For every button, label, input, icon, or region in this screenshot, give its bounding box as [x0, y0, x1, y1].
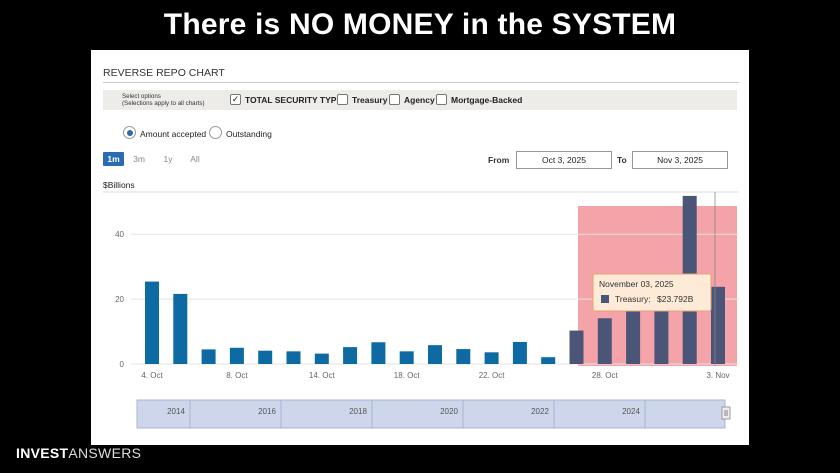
checkbox-mortgage-backed[interactable]: [436, 94, 447, 105]
bar[interactable]: [711, 286, 725, 364]
bar[interactable]: [173, 293, 188, 364]
from-label: From: [488, 155, 510, 165]
brand-bold: INVEST: [16, 445, 69, 461]
bar[interactable]: [343, 347, 358, 364]
checkbox-label-total: TOTAL SECURITY TYPES: [245, 95, 348, 105]
bar[interactable]: [371, 342, 386, 364]
chart-panel: REVERSE REPO CHART Select options (Selec…: [91, 50, 749, 445]
y-tick-label: 40: [115, 230, 124, 239]
radio-label-amount-accepted: Amount accepted: [140, 129, 207, 139]
bar[interactable]: [314, 353, 329, 364]
bar[interactable]: [428, 345, 442, 364]
checkbox-agency[interactable]: [389, 94, 400, 105]
navigator-year-label: 2024: [622, 407, 640, 416]
bar[interactable]: [258, 350, 273, 364]
checkbox-label-mortgage: Mortgage-Backed: [451, 95, 523, 105]
bar[interactable]: [569, 330, 584, 364]
bar[interactable]: [399, 351, 414, 364]
bar[interactable]: [484, 352, 499, 364]
bar[interactable]: [626, 307, 641, 364]
navigator-year-label: 2020: [440, 407, 458, 416]
range-button-1y[interactable]: 1y: [163, 154, 173, 164]
radio-outstanding[interactable]: [209, 126, 222, 139]
bar[interactable]: [145, 281, 159, 364]
navigator[interactable]: 2014 2016 2018 2020 2022 2024: [136, 399, 731, 429]
y-tick-label: 0: [120, 360, 125, 369]
navigator-track[interactable]: [136, 399, 726, 429]
checkmark-icon: ✓: [231, 94, 240, 104]
select-options-title: Select options: [122, 93, 161, 100]
bar-series: [145, 195, 725, 364]
tooltip-date: November 03, 2025: [599, 279, 674, 289]
range-button-3m[interactable]: 3m: [133, 154, 145, 164]
bar[interactable]: [597, 318, 612, 364]
bar[interactable]: [512, 341, 527, 364]
to-label: To: [617, 155, 627, 165]
panel-title: REVERSE REPO CHART: [103, 67, 225, 79]
x-tick-label: 4. Oct: [141, 371, 163, 380]
navigator-year-label: 2014: [167, 407, 185, 416]
navigator-handle[interactable]: [721, 406, 731, 420]
checkbox-total-security-types[interactable]: ✓: [230, 94, 241, 105]
radio-amount-accepted[interactable]: [123, 126, 136, 139]
checkbox-treasury[interactable]: [337, 94, 348, 105]
tooltip-series-swatch: [601, 295, 609, 303]
tooltip-value: $23.792B: [657, 294, 694, 304]
y-tick-label: 20: [115, 295, 124, 304]
range-button-1m[interactable]: 1m: [103, 152, 124, 166]
to-date-input[interactable]: Nov 3, 2025: [632, 151, 728, 169]
radio-label-outstanding: Outstanding: [226, 129, 272, 139]
x-tick-label: 22. Oct: [479, 371, 506, 380]
bar[interactable]: [654, 301, 669, 364]
x-tick-label: 14. Oct: [309, 371, 336, 380]
navigator-year-label: 2016: [258, 407, 276, 416]
brand-logo: INVESTANSWERS: [16, 445, 141, 461]
bar[interactable]: [456, 349, 471, 364]
title-divider: [103, 82, 739, 83]
navigator-year-label: 2022: [531, 407, 549, 416]
y-axis-ticks: 0 20 40: [115, 230, 124, 369]
range-button-all[interactable]: All: [190, 154, 200, 164]
options-bar: Select options (Selections apply to all …: [103, 90, 737, 110]
x-tick-label: 3. Nov: [706, 371, 729, 380]
tooltip-series-name: Treasury:: [615, 294, 651, 304]
x-axis-ticks: 4. Oct 8. Oct 14. Oct 18. Oct 22. Oct 28. Oct…: [141, 371, 729, 380]
checkbox-label-treasury: Treasury: [352, 95, 388, 105]
select-options-label: Select options (Selections apply to all …: [122, 93, 205, 107]
bar[interactable]: [201, 349, 216, 364]
x-tick-label: 28. Oct: [592, 371, 619, 380]
units-label: $Billions: [103, 180, 135, 190]
from-date-input[interactable]: Oct 3, 2025: [516, 151, 612, 169]
checkbox-label-agency: Agency: [404, 95, 435, 105]
x-tick-label: 18. Oct: [394, 371, 421, 380]
navigator-year-label: 2018: [349, 407, 367, 416]
bar[interactable]: [286, 351, 301, 364]
bar[interactable]: [229, 347, 244, 364]
bar[interactable]: [541, 357, 556, 364]
brand-light: ANSWERS: [68, 445, 142, 461]
select-options-note: (Selections apply to all charts): [122, 100, 205, 107]
x-tick-label: 8. Oct: [226, 371, 248, 380]
reverse-repo-chart: 0 20 40 4. Oct 8. Oct 14. Oct 18. Oct 22. Oct 2…: [103, 191, 739, 429]
tooltip: November 03, 2025 Treasury: $23.792B: [592, 273, 712, 312]
tooltip-box: [592, 273, 712, 312]
headline: There is NO MONEY in the SYSTEM: [163, 8, 677, 41]
